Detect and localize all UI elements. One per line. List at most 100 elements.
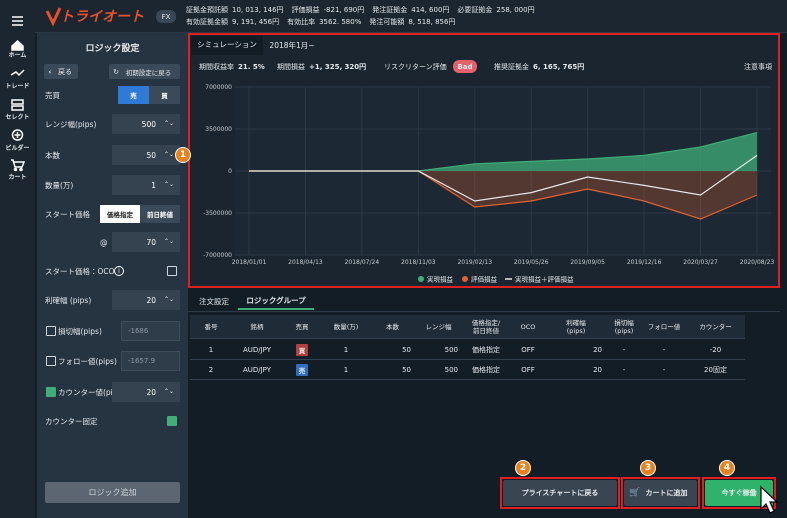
back-chevron: ‹ — [48, 67, 52, 76]
y-tick-label: -3500000 — [203, 210, 232, 217]
nav-label[interactable]: ホーム — [8, 51, 27, 59]
header-line: フォロー値 — [647, 322, 681, 331]
number-input[interactable]: 70 — [112, 232, 180, 252]
table-cell: 50 — [370, 360, 415, 380]
y-tick-label: 0 — [228, 168, 232, 175]
option-button[interactable]: 売 — [118, 86, 149, 104]
action-button[interactable]: カートに追加 — [624, 480, 697, 506]
spinner: ⌃⌄ — [163, 120, 175, 127]
field-label: カウンター固定 — [45, 416, 98, 426]
header-line: OCO — [520, 322, 536, 331]
table-cell: AUD/JPY — [232, 340, 282, 360]
header-line: 銘柄 — [250, 322, 264, 331]
input-disabled: -1657.9 — [121, 351, 180, 371]
header-line: 本数 — [386, 322, 399, 331]
table-cell: 価格指定 — [462, 340, 510, 360]
table-header: 本数 — [370, 315, 415, 339]
checkbox[interactable] — [46, 326, 56, 336]
table-header: OCO — [510, 315, 546, 339]
number-input[interactable]: 1 — [112, 175, 180, 195]
table-header: カウンター — [686, 315, 745, 339]
table-cell — [282, 360, 322, 380]
y-tick-label: 7000000 — [205, 84, 232, 91]
series-area — [249, 132, 757, 171]
x-tick-label: 2018/07/24 — [345, 259, 380, 266]
input-disabled: -1686 — [121, 321, 180, 341]
table-header: 数量(万) — [322, 315, 370, 339]
table-cell — [282, 340, 322, 360]
number-input[interactable]: 500 — [112, 114, 180, 134]
x-tick-label: 2019/12/16 — [627, 259, 662, 266]
sim-tab[interactable]: シミュレーション — [191, 36, 263, 55]
option-button[interactable]: 価格指定 — [100, 205, 140, 223]
account-label: 評価損益 — [291, 5, 320, 14]
add-logic-button[interactable]: ロジック追加 — [45, 482, 180, 503]
table-cell: 1 — [322, 340, 370, 360]
table-cell: OFF — [510, 340, 546, 360]
nav-label[interactable]: ビルダー — [5, 144, 30, 152]
highlight-chart — [188, 33, 780, 288]
number-input[interactable]: 20 — [112, 290, 180, 310]
table-cell: - — [606, 340, 642, 360]
header-line: (pips) — [566, 326, 586, 335]
series-line — [249, 154, 758, 202]
table-header: 損切幅 (pips) — [606, 315, 642, 339]
cursor — [760, 485, 779, 514]
legend-label: 評価損益 — [471, 275, 498, 284]
panel-title: ロジック設定 — [85, 43, 140, 54]
table-cell: 20 — [546, 360, 606, 380]
table-cell: -20 — [686, 340, 745, 360]
header-line: 利確幅 — [566, 318, 586, 327]
callout-marker: 3 — [640, 460, 656, 476]
table-cell: 1 — [190, 340, 232, 360]
field-label: 売買 — [45, 90, 60, 100]
nav-label[interactable]: カート — [8, 173, 27, 181]
legend-label: 実現損益 — [427, 275, 454, 284]
account-value: 258, 000円 — [496, 5, 535, 14]
notes-link[interactable]: 注意事項 — [744, 62, 772, 71]
field-label: 損切幅(pips) — [58, 326, 102, 336]
nav-label[interactable]: セレクト — [5, 113, 30, 121]
x-tick-label: 2019/05/26 — [514, 259, 549, 266]
orders-tab[interactable]: 注文設定 — [199, 296, 229, 306]
table-cell: 20 — [546, 340, 606, 360]
account-label: 発注証拠金 — [372, 5, 408, 14]
reset-icon: ↻ — [113, 67, 119, 76]
settings-panel — [37, 33, 188, 518]
sim-tab[interactable]: 2018年1月~ — [269, 41, 315, 50]
field-label: @ — [100, 237, 108, 247]
back-button[interactable]: 戻る — [44, 64, 78, 79]
spinner: ⌃⌄ — [163, 181, 175, 188]
cart-icon: 🛒 — [629, 488, 641, 498]
header-line: 価格指定/ — [471, 318, 501, 327]
action-button[interactable]: プライスチャートに戻る — [503, 480, 617, 506]
orders-tab[interactable]: ロジックグループ — [238, 292, 314, 310]
table-header: レンジ幅 — [415, 315, 462, 339]
x-tick-label: 2018/01/01 — [232, 259, 267, 266]
checkbox[interactable] — [46, 387, 56, 397]
sidebar — [0, 0, 35, 518]
spinner: ⌃⌄ — [163, 238, 175, 245]
table-cell: - — [606, 360, 642, 380]
header-line: レンジ幅 — [425, 322, 452, 331]
number-input[interactable]: 20 — [112, 382, 180, 402]
field-label: スタート価格 — [45, 209, 90, 219]
checkbox[interactable] — [167, 266, 177, 276]
header-line: カウンター — [699, 322, 732, 331]
legend-label: 実現損益＋評価損益 — [515, 275, 574, 284]
spinner: ⌃⌄ — [163, 296, 175, 303]
x-tick-label: 2018/11/03 — [401, 259, 436, 266]
checkbox[interactable] — [167, 416, 177, 426]
number-input[interactable]: 50 — [112, 145, 180, 165]
nav-label[interactable]: トレード — [5, 82, 30, 90]
header-line: 損切幅 — [614, 318, 634, 327]
stat-value: +1, 325, 320円 — [309, 62, 367, 71]
checkbox[interactable] — [46, 356, 56, 366]
table-cell: 500 — [415, 340, 462, 360]
option-button[interactable]: 前日終値 — [140, 205, 180, 223]
x-tick-label: 2018/04/13 — [288, 259, 323, 266]
option-button[interactable]: 買 — [149, 86, 180, 104]
reset-button[interactable]: 初期設定に戻る — [109, 64, 180, 79]
account-value: 414, 600円 — [411, 5, 450, 14]
